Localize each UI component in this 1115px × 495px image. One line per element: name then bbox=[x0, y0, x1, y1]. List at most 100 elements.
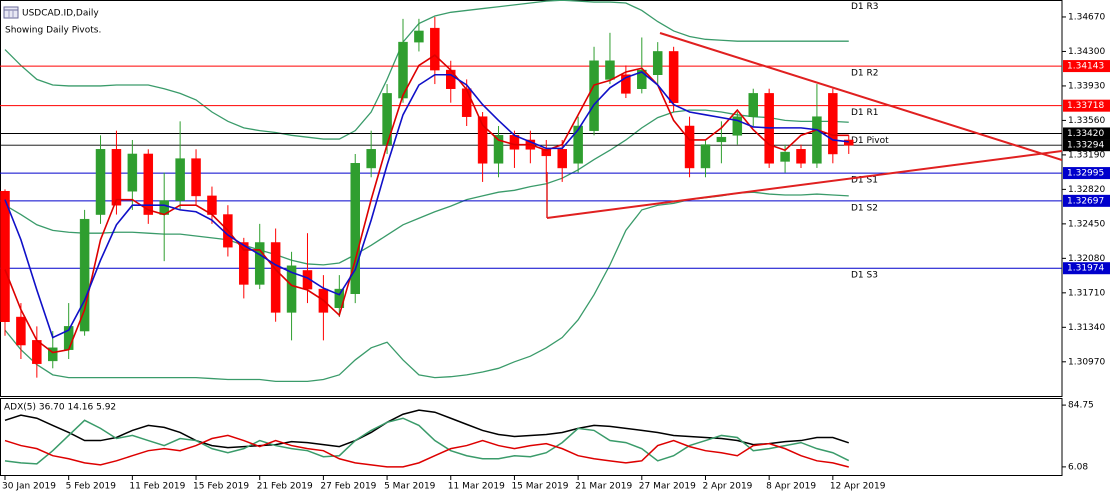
main-plot: D1 R3 D1 R2 D1 R1 D1 Pivot D1 S1 D1 S2 D1 S3 bbox=[0, 0, 1062, 383]
pivot-level-name: D1 S2 bbox=[851, 203, 878, 213]
candle-body bbox=[366, 149, 376, 169]
x-tick-label: 5 Mar 2019 bbox=[384, 482, 436, 492]
x-tick-label: 12 Apr 2019 bbox=[830, 482, 886, 492]
x-tick-label: 11 Feb 2019 bbox=[129, 482, 185, 492]
candle-body bbox=[812, 116, 822, 164]
candle-body bbox=[573, 125, 583, 164]
last-price-box bbox=[1063, 139, 1110, 152]
chart-title: USDCAD.ID,Daily bbox=[22, 9, 99, 19]
candle-body bbox=[398, 41, 408, 99]
candle-body bbox=[477, 116, 488, 164]
pivot-level-box bbox=[1063, 60, 1110, 73]
x-tick-label: 27 Mar 2019 bbox=[639, 482, 696, 492]
candle-body bbox=[16, 316, 26, 346]
indicator-line bbox=[4, 434, 849, 468]
y-tick-label: 1.33560 bbox=[1068, 116, 1105, 126]
indicator-line bbox=[4, 109, 849, 266]
candle-body bbox=[254, 242, 265, 285]
candle-body bbox=[621, 74, 631, 94]
indicator-line bbox=[4, 0, 849, 140]
pivot-level-price: 1.32697 bbox=[1067, 196, 1104, 206]
pivot-level-price: 1.33718 bbox=[1067, 101, 1104, 111]
candle-body bbox=[684, 125, 695, 169]
candle-body bbox=[780, 151, 790, 162]
candle-body bbox=[557, 149, 567, 169]
x-tick-label: 27 Feb 2019 bbox=[320, 482, 376, 492]
pivot-level-name: D1 S3 bbox=[851, 271, 878, 281]
pivot-level-box bbox=[1063, 99, 1110, 112]
pivot-level-name: D1 R2 bbox=[851, 69, 879, 79]
candle-body bbox=[652, 51, 663, 75]
x-tick-label: 15 Feb 2019 bbox=[193, 482, 249, 492]
candle-body bbox=[175, 158, 185, 201]
symbol-icon bbox=[3, 6, 19, 19]
icon-frame bbox=[3, 6, 19, 19]
candle-body bbox=[732, 116, 743, 136]
pivot-level-box bbox=[1063, 194, 1110, 207]
y-tick-label: 1.32820 bbox=[1068, 185, 1105, 195]
overlay: 1.34670 1.34300 1.33930 1.33560 1.33190 1.328… bbox=[2, 12, 1110, 492]
pivot-level-box bbox=[1063, 167, 1110, 180]
x-tick-label: 5 Feb 2019 bbox=[66, 482, 117, 492]
candle-body bbox=[239, 242, 249, 285]
pivot-level-price: 1.32995 bbox=[1067, 169, 1104, 179]
x-tick-label: 21 Feb 2019 bbox=[257, 482, 313, 492]
adx-title: ADX(5) 36.70 14.16 5.92 bbox=[4, 403, 116, 413]
pivot-level-price: 1.33420 bbox=[1067, 129, 1104, 139]
candle-body bbox=[143, 153, 154, 215]
x-tick-label: 15 Mar 2019 bbox=[511, 482, 568, 492]
x-tick-label: 30 Jan 2019 bbox=[2, 482, 56, 492]
indicator-line bbox=[4, 71, 849, 339]
pivot-level-price: 1.31974 bbox=[1067, 264, 1104, 274]
last-price-label: 1.33294 bbox=[1067, 141, 1104, 151]
candle-body bbox=[796, 149, 806, 164]
candle-body bbox=[716, 136, 727, 143]
candle-body bbox=[541, 149, 552, 157]
candle-body bbox=[32, 340, 42, 364]
candle-body bbox=[79, 218, 90, 332]
x-tick-label: 21 Mar 2019 bbox=[575, 482, 632, 492]
pivot-level-name: D1 R3 bbox=[851, 2, 879, 12]
y-tick-label: 1.33190 bbox=[1068, 150, 1105, 160]
candle-body bbox=[637, 69, 647, 89]
candle-body bbox=[668, 51, 679, 103]
x-tick-label: 11 Mar 2019 bbox=[448, 482, 505, 492]
y-tick-label: 84.75 bbox=[1068, 401, 1094, 411]
y-tick-label: 6.08 bbox=[1068, 462, 1088, 472]
trendline bbox=[659, 32, 1062, 161]
candle-body bbox=[461, 88, 472, 117]
candle-body bbox=[111, 149, 122, 206]
candle-body bbox=[700, 144, 711, 169]
pivot-level-box bbox=[1063, 262, 1110, 275]
pivot-level-name: D1 R1 bbox=[851, 108, 879, 118]
indicator-line bbox=[4, 417, 850, 465]
candle-body bbox=[95, 149, 106, 215]
candle-body bbox=[302, 270, 313, 290]
y-tick-label: 1.33930 bbox=[1068, 81, 1105, 91]
y-tick-label: 1.34300 bbox=[1068, 47, 1105, 57]
trendline bbox=[546, 150, 1062, 219]
candle-body bbox=[350, 163, 360, 295]
candle-body bbox=[748, 93, 758, 117]
chart-subtitle: Showing Daily Pivots. bbox=[5, 26, 101, 36]
candle-body bbox=[828, 93, 838, 155]
candle-body bbox=[414, 30, 424, 43]
y-tick-label: 1.32080 bbox=[1068, 254, 1105, 264]
x-tick-label: 8 Apr 2019 bbox=[766, 482, 816, 492]
candle-body bbox=[0, 190, 10, 322]
indicator-line bbox=[4, 409, 849, 449]
candle-body bbox=[286, 265, 297, 313]
candle-body bbox=[191, 158, 201, 197]
candle-body bbox=[48, 347, 58, 362]
candle-body bbox=[127, 153, 138, 192]
candle-body bbox=[207, 195, 217, 215]
x-tick-label: 2 Apr 2019 bbox=[702, 482, 752, 492]
pivot-level-name: D1 Pivot bbox=[851, 136, 889, 146]
pivot-level-price: 1.34143 bbox=[1067, 62, 1104, 72]
indicator-line bbox=[4, 54, 849, 354]
candle-body bbox=[430, 27, 440, 71]
y-tick-label: 1.30970 bbox=[1068, 357, 1105, 367]
